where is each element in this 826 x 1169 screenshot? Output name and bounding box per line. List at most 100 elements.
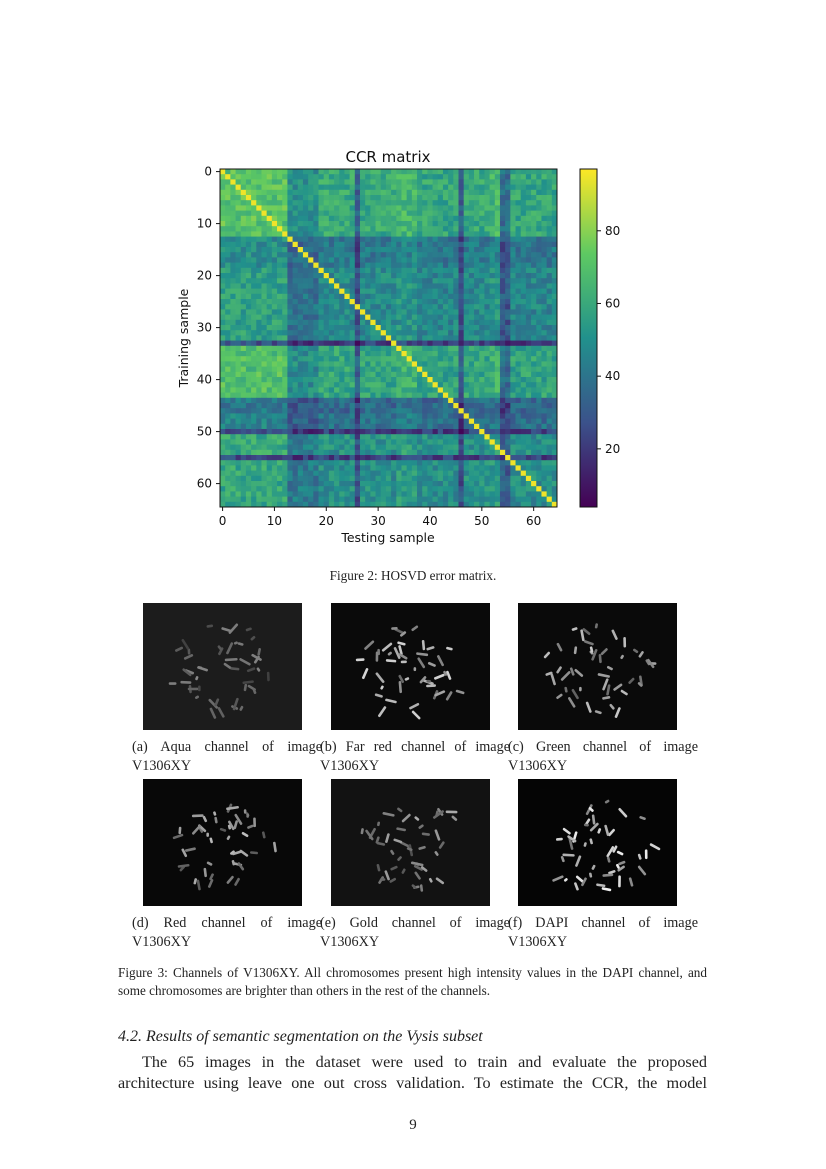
heatmap-cell [458,371,465,378]
heatmap-cell [391,247,397,253]
heatmap-cell [479,434,485,440]
heatmap-cell [370,501,376,508]
heatmap-cell [349,496,356,503]
heatmap-cell [271,195,278,201]
heatmap-cell [489,241,496,248]
heatmap-cell [271,377,278,383]
heatmap-cell [339,236,345,243]
heatmap-cell [458,200,465,206]
heatmap-cell [261,330,268,336]
heatmap-cell [235,184,242,191]
heatmap-cell [510,231,516,237]
heatmap-cell [344,418,351,425]
heatmap-cell [510,252,516,258]
heatmap-cell [245,231,252,237]
heatmap-cell [256,345,262,352]
heatmap-cell [365,356,371,362]
heatmap-cell [287,325,293,331]
heatmap-cell [354,335,361,341]
heatmap-cell [230,226,236,232]
heatmap-cell [479,475,485,482]
heatmap-cell [302,486,309,492]
heatmap-cell [494,184,501,191]
heatmap-cell [536,366,542,373]
heatmap-cell [417,174,423,180]
heatmap-cell [266,455,273,461]
heatmap-cell [468,423,475,430]
heatmap-cell [489,304,496,310]
heatmap-cell [401,205,408,211]
heatmap-cell [448,465,454,471]
heatmap-cell [251,340,257,347]
heatmap-cell [225,283,231,289]
heatmap-cell [551,241,558,248]
heatmap-cell [494,273,501,279]
heatmap-cell [525,330,532,336]
heatmap-cell [235,174,242,180]
heatmap-cell [494,319,501,326]
heatmap-cell [525,189,532,196]
heatmap-cell [468,418,475,425]
heatmap-cell [525,470,532,477]
heatmap-cell [220,439,226,445]
heatmap-cell [422,267,428,274]
heatmap-cell [302,247,309,253]
heatmap-cell [261,434,268,440]
heatmap-cell [406,325,413,331]
heatmap-cell [458,491,465,497]
heatmap-cell [406,278,413,284]
heatmap-cell [505,418,511,425]
heatmap-cell [406,267,413,274]
heatmap-cell [235,496,242,503]
heatmap-cell [308,236,314,243]
heatmap-cell [520,481,527,487]
heatmap-cell [520,382,527,388]
heatmap-cell [282,267,288,274]
heatmap-cell [349,371,356,378]
heatmap-cell [432,345,439,352]
heatmap-cell [510,418,516,425]
heatmap-cell [484,371,490,378]
heatmap-cell [365,491,371,497]
heatmap-cell [463,231,470,237]
heatmap-cell [308,455,314,461]
heatmap-cell [391,366,397,373]
heatmap-cell [261,273,268,279]
heatmap-cell [245,330,252,336]
heatmap-cell [536,200,542,206]
heatmap-cell [354,174,361,180]
heatmap-cell [401,184,408,191]
heatmap-cell [349,423,356,430]
heatmap-cell [484,241,490,248]
heatmap-cell [458,179,465,185]
heatmap-cell [417,397,423,404]
heatmap-cell [349,241,356,248]
heatmap-cell [458,226,465,232]
heatmap-cell [297,408,304,414]
heatmap-cell [448,283,454,289]
heatmap-cell [380,205,387,211]
heatmap-cell [256,444,262,451]
heatmap-cell [463,257,470,263]
heatmap-cell [541,257,548,263]
heatmap-cell [391,169,397,175]
heatmap-cell [282,449,288,456]
heatmap-cell [245,397,252,404]
heatmap-cell [359,366,366,373]
heatmap-cell [380,319,387,326]
heatmap-cell [380,491,387,497]
heatmap-cell [422,179,428,185]
heatmap-cell [271,371,278,378]
heatmap-cell [463,174,470,180]
heatmap-cell [266,387,273,393]
heatmap-cell [375,501,382,508]
heatmap-cell [266,444,273,451]
heatmap-cell [240,377,247,383]
heatmap-cell [463,361,470,367]
heatmap-cell [245,356,252,362]
heatmap-cell [531,408,537,414]
heatmap-cell [525,210,532,217]
heatmap-cell [396,299,402,305]
heatmap-cell [391,470,397,477]
heatmap-cell [536,247,542,253]
